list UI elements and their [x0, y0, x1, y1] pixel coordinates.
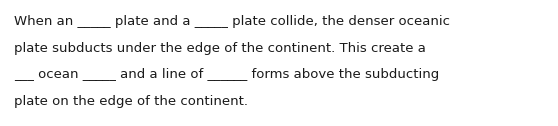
Text: When an _____ plate and a _____ plate collide, the denser oceanic: When an _____ plate and a _____ plate co…: [14, 15, 450, 28]
Text: ___ ocean _____ and a line of ______ forms above the subducting: ___ ocean _____ and a line of ______ for…: [14, 68, 439, 81]
Text: plate on the edge of the continent.: plate on the edge of the continent.: [14, 94, 248, 107]
Text: plate subducts under the edge of the continent. This create a: plate subducts under the edge of the con…: [14, 42, 426, 55]
